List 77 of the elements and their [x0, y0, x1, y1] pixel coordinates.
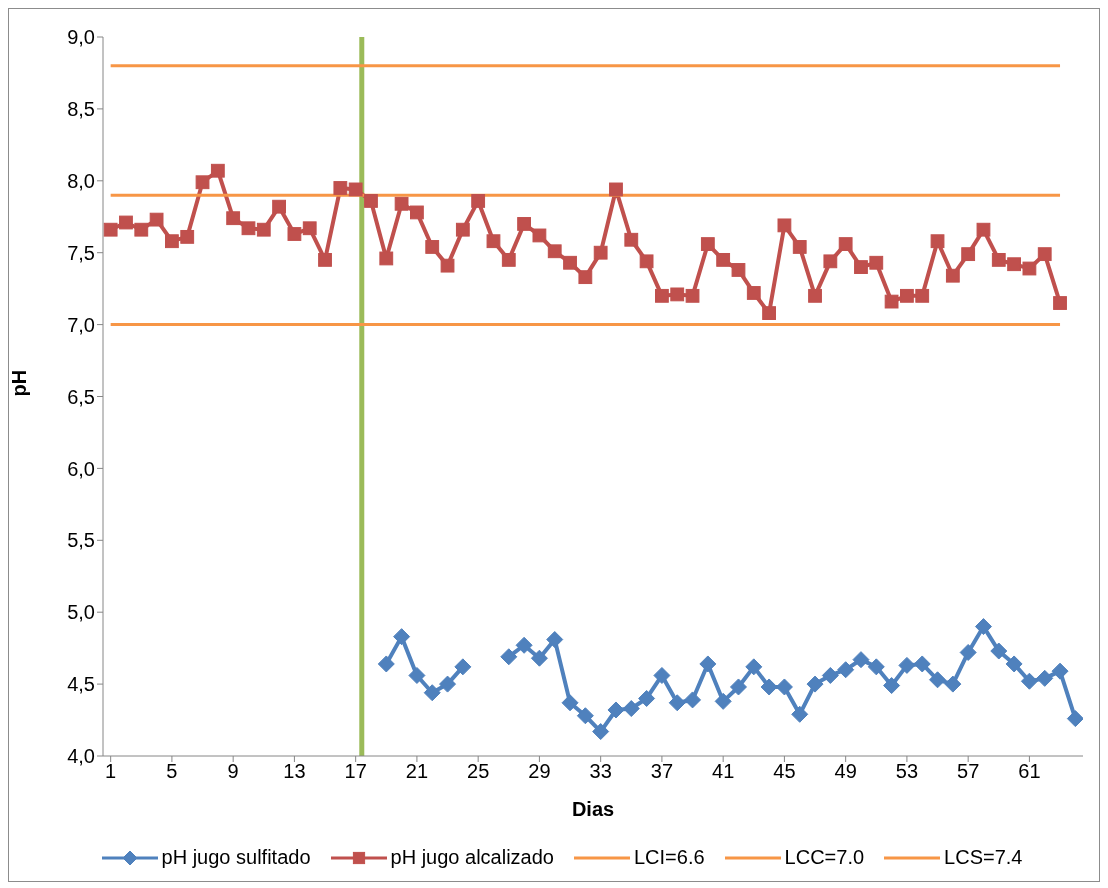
point — [1020, 672, 1038, 690]
point — [760, 678, 778, 696]
x-tick-label: 9 — [227, 760, 239, 783]
point — [500, 648, 518, 666]
x-tick-label: 25 — [467, 760, 490, 783]
point — [515, 636, 533, 654]
point — [1036, 669, 1054, 687]
point — [393, 628, 411, 646]
y-tick-label: 8,0 — [67, 169, 95, 192]
point — [699, 655, 717, 673]
x-tick-label: 61 — [1018, 760, 1041, 783]
x-tick-label: 33 — [589, 760, 612, 783]
y-tick-label: 7,5 — [67, 241, 95, 264]
point — [561, 694, 579, 712]
point — [867, 658, 885, 676]
x-tick-label: 21 — [405, 760, 429, 783]
point — [1066, 710, 1083, 728]
point — [974, 618, 992, 636]
point — [1051, 662, 1069, 680]
y-tick-label: 5,0 — [67, 601, 95, 624]
point — [454, 658, 472, 676]
point — [653, 666, 671, 684]
legend-label: pH jugo sulfitado — [160, 846, 311, 869]
point — [423, 684, 441, 702]
point — [622, 700, 640, 718]
y-tick-label: 8,5 — [67, 98, 95, 120]
point — [959, 643, 977, 661]
x-tick-label: 49 — [834, 760, 857, 783]
x-tick-label: 37 — [650, 760, 674, 783]
point — [592, 723, 610, 741]
legend-label: LCI=6.6 — [632, 846, 705, 869]
point — [668, 694, 686, 712]
point — [821, 666, 839, 684]
legend-label: LCC=7.0 — [783, 846, 865, 869]
x-tick-label: 13 — [283, 760, 306, 783]
point — [913, 655, 931, 673]
x-axis-title: Dias — [571, 798, 615, 821]
x-tick-label: 57 — [957, 760, 980, 783]
y-tick-label: 9,0 — [67, 26, 95, 49]
x-tick-label: 1 — [105, 760, 117, 783]
y-tick-label: 4,0 — [67, 745, 95, 768]
point — [929, 671, 947, 689]
point — [944, 675, 962, 693]
legend-label: LCS=7.4 — [943, 846, 1023, 869]
y-tick-label: 6,5 — [67, 385, 95, 408]
point — [714, 692, 732, 710]
x-tick-label: 41 — [712, 760, 735, 783]
point — [990, 642, 1008, 660]
point — [546, 631, 564, 649]
point — [852, 651, 870, 669]
point — [898, 656, 916, 674]
point — [791, 705, 809, 723]
point — [729, 678, 747, 696]
y-tick-label: 4,5 — [67, 673, 95, 696]
x-tick-label: 29 — [528, 760, 551, 783]
point — [377, 655, 395, 673]
point — [408, 666, 426, 684]
point — [883, 677, 901, 695]
point — [530, 649, 548, 667]
point — [439, 675, 457, 693]
point — [837, 661, 855, 679]
point — [684, 691, 702, 709]
x-tick-label: 53 — [895, 760, 919, 783]
point — [607, 701, 625, 719]
y-tick-label: 6,0 — [67, 457, 95, 480]
point — [745, 658, 763, 676]
point — [1005, 655, 1023, 673]
point — [638, 689, 656, 707]
legend-label: pH jugo alcalizado — [389, 846, 554, 869]
y-tick-label: 5,5 — [67, 529, 95, 552]
y-tick-label: 7,0 — [67, 313, 95, 336]
x-tick-label: 17 — [344, 760, 367, 783]
point — [576, 707, 594, 725]
y-axis-title: pH — [8, 369, 31, 397]
x-tick-label: 5 — [166, 760, 178, 783]
x-tick-label: 45 — [773, 760, 796, 783]
point — [806, 675, 824, 693]
